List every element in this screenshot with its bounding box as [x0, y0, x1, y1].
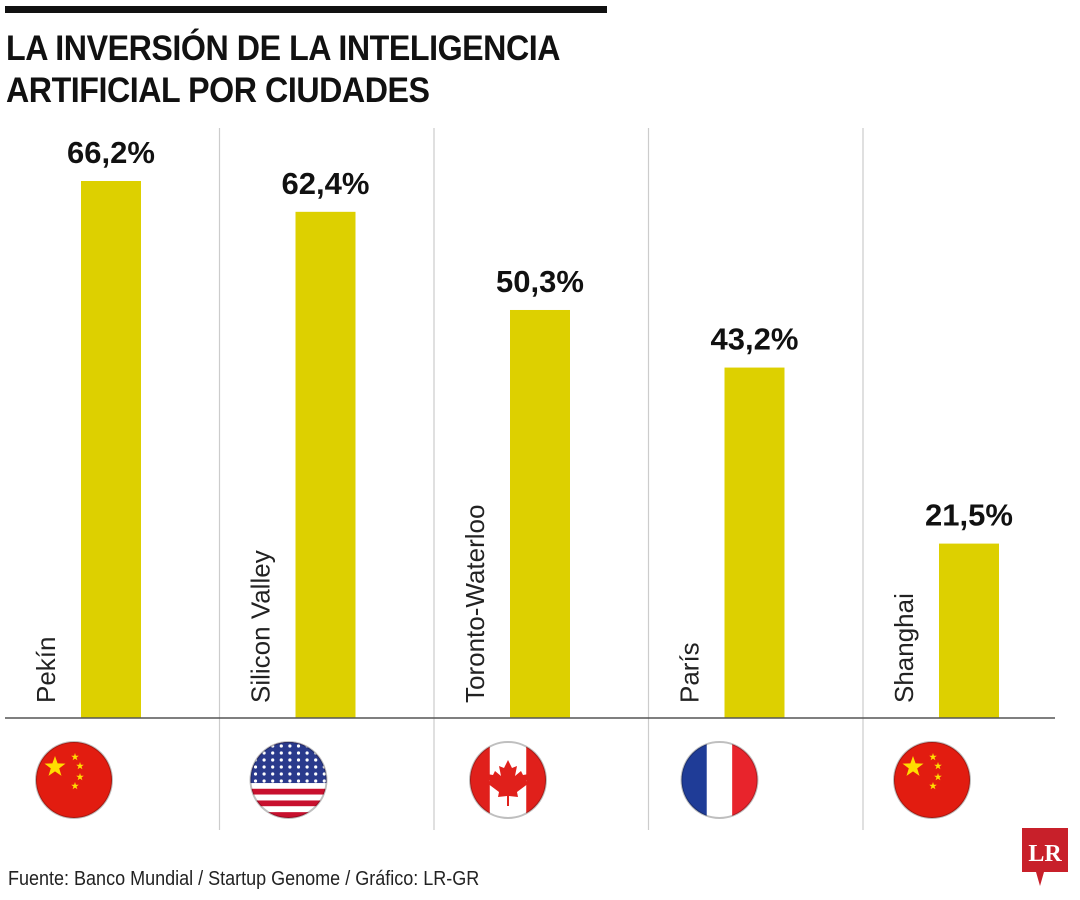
- value-label: 21,5%: [925, 498, 1013, 533]
- flag-china-icon: [36, 742, 112, 818]
- flag-rim: [893, 741, 971, 819]
- category-label: Shanghai: [889, 593, 919, 703]
- bar-Silicon Valley: [295, 211, 356, 718]
- title-line-1: LA INVERSIÓN DE LA INTELIGENCIA: [6, 29, 561, 68]
- value-label: 62,4%: [282, 166, 370, 201]
- flag-rim: [249, 741, 328, 819]
- category-label: París: [675, 642, 705, 703]
- bar-Toronto-Waterloo: [510, 309, 570, 718]
- bar-Pekín: [81, 181, 141, 718]
- bar-París: [724, 367, 785, 718]
- flag-china-icon: [894, 742, 970, 818]
- category-label: Pekín: [31, 637, 61, 704]
- source-note: Fuente: Banco Mundial / Startup Genome /…: [8, 868, 480, 890]
- flag-rim: [35, 741, 113, 819]
- flag-rim: [680, 741, 759, 819]
- category-label: Silicon Valley: [246, 550, 276, 703]
- flag-rim: [469, 741, 547, 819]
- title-line-2: ARTIFICIAL POR CIUDADES: [6, 71, 430, 110]
- value-label: 43,2%: [711, 322, 799, 357]
- value-label: 66,2%: [67, 135, 155, 170]
- bar-Shanghai: [939, 543, 999, 718]
- lr-logo: LR: [1022, 828, 1068, 886]
- value-label: 50,3%: [496, 264, 584, 299]
- category-label: Toronto-Waterloo: [460, 505, 490, 703]
- chart-title: LA INVERSIÓN DE LA INTELIGENCIA ARTIFICI…: [6, 28, 561, 112]
- svg-text:LR: LR: [1028, 841, 1062, 867]
- top-rule: [5, 6, 607, 13]
